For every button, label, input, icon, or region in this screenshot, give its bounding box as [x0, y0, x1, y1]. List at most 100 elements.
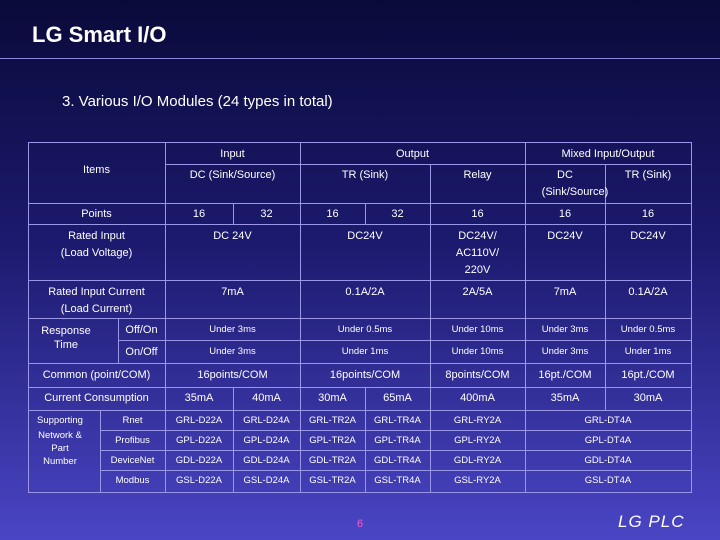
cell-points-in32: 32 — [260, 208, 273, 220]
header-input: Input — [220, 148, 245, 160]
row-label-current-sub: (Load Current) — [60, 303, 133, 315]
cell-consumption-in32: 40mA — [252, 392, 281, 404]
part-number: GRL-TR2A — [309, 415, 356, 426]
part-number: GPL-TR4A — [374, 435, 421, 446]
cell-current-input: 7mA — [221, 286, 244, 298]
header-mixed-tr: TR (Sink) — [624, 169, 672, 181]
cell-voltage-input: DC 24V — [213, 230, 252, 242]
cell-offon-input: Under 3ms — [209, 324, 256, 335]
part-number: GDL-D24A — [243, 455, 290, 466]
network-row-name: DeviceNet — [110, 455, 155, 466]
part-number: GRL-D24A — [243, 415, 290, 426]
cell-current-mixed-tr: 0.1A/2A — [628, 286, 668, 298]
cell-common-mixed-tr: 16pt./COM — [621, 369, 675, 381]
header-items: Items — [83, 164, 110, 176]
row-label-points: Points — [81, 208, 112, 220]
cell-consumption-in16: 35mA — [184, 392, 214, 404]
slide-title: LG Smart I/O — [32, 22, 167, 47]
cell-points-mixed-dc: 16 — [558, 208, 572, 220]
row-label-common: Common (point/COM) — [42, 369, 151, 381]
row-label-network-3: Part — [51, 443, 69, 454]
row-label-response: Response — [41, 325, 91, 337]
row-label-consumption: Current Consumption — [44, 392, 149, 404]
part-number: GSL-TR4A — [374, 475, 421, 486]
cell-current-relay: 2A/5A — [462, 286, 493, 298]
cell-consumption-relay: 400mA — [460, 392, 495, 404]
network-row-name: Rnet — [122, 415, 143, 426]
cell-points-tr16: 16 — [326, 208, 339, 220]
part-number: GDL-RY2A — [453, 455, 502, 466]
part-number: GPL-TR2A — [309, 435, 356, 446]
cell-consumption-tr32: 65mA — [383, 392, 412, 404]
cell-voltage-relay-1: DC24V/ — [458, 230, 497, 242]
network-row-name: Modbus — [115, 475, 150, 486]
cell-current-mixed-dc: 7mA — [553, 286, 577, 298]
cell-points-relay: 16 — [471, 208, 484, 220]
part-number: GDL-TR2A — [309, 455, 356, 466]
cell-points-tr32: 32 — [391, 208, 404, 220]
cell-voltage-mixed-dc: DC24V — [547, 230, 583, 242]
part-number: GSL-DT4A — [584, 475, 632, 486]
part-number: GPL-D24A — [243, 435, 290, 446]
part-number: GPL-RY2A — [454, 435, 501, 446]
part-number: GSL-D22A — [176, 475, 222, 486]
row-label-on-off: On/Off — [125, 346, 158, 358]
part-number: GSL-D24A — [243, 475, 290, 486]
cell-voltage-mixed-tr: DC24V — [630, 230, 666, 242]
cell-voltage-tr: DC24V — [347, 230, 383, 242]
row-label-voltage-sub: (Load Voltage) — [60, 247, 133, 259]
header-output: Output — [395, 148, 430, 160]
page-number: 6 — [357, 518, 364, 530]
row-label-current: Rated Input Current — [48, 286, 145, 298]
cell-offon-mixed-tr: Under 0.5ms — [620, 324, 676, 335]
header-relay: Relay — [463, 169, 492, 181]
cell-common-input: 16points/COM — [197, 369, 268, 381]
cell-onoff-mixed-tr: Under 1ms — [624, 346, 672, 357]
part-number: GSL-TR2A — [309, 475, 356, 486]
part-number: GPL-DT4A — [584, 435, 632, 446]
cell-offon-mixed-dc: Under 3ms — [541, 324, 589, 335]
cell-voltage-relay-2: AC110V/ — [455, 247, 500, 259]
part-number: GRL-TR4A — [374, 415, 421, 426]
header-dc-sink-source: DC (Sink/Source) — [189, 169, 276, 181]
slide-subtitle: 3. Various I/O Modules (24 types in tota… — [62, 93, 333, 110]
brand-logo-text: LG PLC — [618, 512, 685, 531]
cell-common-relay: 8points/COM — [445, 369, 510, 381]
row-label-network-2: Network & — [38, 430, 82, 441]
cell-offon-relay: Under 10ms — [451, 324, 504, 335]
network-row-name: Profibus — [115, 435, 150, 446]
cell-points-mixed-tr: 16 — [641, 208, 655, 220]
part-number: GRL-D22A — [175, 415, 223, 426]
part-number: GSL-RY2A — [454, 475, 501, 486]
cell-common-mixed-dc: 16pt./COM — [538, 369, 592, 381]
row-label-network-1: Supporting — [37, 415, 83, 426]
header-mixed-dc: DC — [557, 169, 573, 181]
cell-current-tr: 0.1A/2A — [345, 286, 385, 298]
cell-onoff-mixed-dc: Under 3ms — [541, 346, 589, 357]
header-mixed: Mixed Input/Output — [561, 148, 655, 160]
part-number: GPL-D22A — [176, 435, 222, 446]
cell-onoff-tr: Under 1ms — [341, 346, 389, 357]
cell-points-in16: 16 — [192, 208, 206, 220]
title-divider — [0, 58, 720, 59]
row-label-voltage: Rated Input — [68, 230, 125, 242]
cell-consumption-tr16: 30mA — [318, 392, 347, 404]
row-label-network-4: Number — [43, 456, 77, 467]
row-label-response-sub: Time — [53, 339, 79, 351]
cell-common-tr: 16points/COM — [329, 369, 401, 381]
part-number: GRL-RY2A — [453, 415, 502, 426]
row-label-off-on: Off/On — [125, 324, 158, 336]
part-number: GDL-D22A — [175, 455, 223, 466]
part-number: GDL-TR4A — [374, 455, 421, 466]
cell-voltage-relay-3: 220V — [464, 264, 491, 276]
cell-consumption-mixed-dc: 35mA — [550, 392, 580, 404]
cell-offon-tr: Under 0.5ms — [337, 324, 393, 335]
part-number: GDL-DT4A — [584, 455, 632, 466]
cell-onoff-relay: Under 10ms — [451, 346, 504, 357]
header-tr-sink: TR (Sink) — [341, 169, 389, 181]
header-mixed-dc-sub: (Sink/Source) — [541, 186, 609, 198]
cell-onoff-input: Under 3ms — [209, 346, 256, 357]
cell-consumption-mixed-tr: 30mA — [633, 392, 663, 404]
part-number: GRL-DT4A — [584, 415, 632, 426]
